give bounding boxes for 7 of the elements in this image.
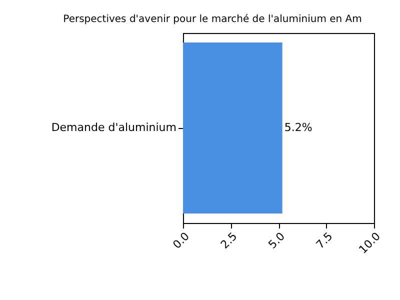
x-tick-label: 2.5 [218, 230, 240, 252]
y-tick-label: Demande d'aluminium [51, 121, 176, 134]
x-tick-label: 5.0 [266, 230, 288, 252]
chart-title: Perspectives d'avenir pour le marché de l'aluminium en Am [63, 14, 362, 25]
data-label: 5.2% [284, 121, 312, 134]
x-tick-label: 7.5 [314, 230, 336, 252]
x-tick-label: 0.0 [170, 230, 192, 252]
